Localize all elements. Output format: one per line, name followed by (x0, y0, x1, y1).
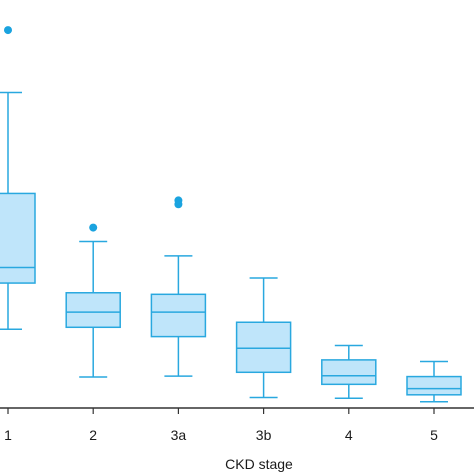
outlier-point-stage-1-1 (4, 26, 12, 35)
x-tick-label-stage-5: 5 (430, 427, 438, 443)
box-group-stage-5 (406, 360, 462, 403)
iqr-box-stage-1 (0, 192, 36, 284)
x-tick-label-stage-2: 2 (89, 427, 97, 443)
outlier-point-stage-2-1 (89, 223, 98, 232)
box-group-stage-3a (150, 196, 207, 377)
x-tick-label-stage-1: 1 (4, 427, 12, 443)
x-tick-label-stage-3b: 3b (256, 427, 272, 443)
box-group-stage-3b (235, 277, 292, 399)
iqr-box-stage-4 (321, 359, 377, 386)
boxes-layer (0, 26, 462, 403)
iqr-box-stage-3b (235, 321, 292, 374)
box-group-stage-2 (65, 223, 121, 378)
iqr-box-stage-2 (65, 292, 121, 329)
x-axis-title: CKD stage (225, 456, 293, 472)
iqr-box-stage-5 (406, 375, 462, 396)
x-tick-label-stage-3a: 3a (171, 427, 187, 443)
box-group-stage-1 (0, 26, 36, 330)
x-tick-label-stage-4: 4 (345, 427, 353, 443)
outlier-point-stage-3a-2 (174, 196, 183, 205)
x-axis-ticks: 1 2 3a 3b 4 5 (4, 408, 438, 443)
box-group-stage-4 (321, 344, 377, 400)
iqr-box-stage-3a (150, 293, 207, 338)
